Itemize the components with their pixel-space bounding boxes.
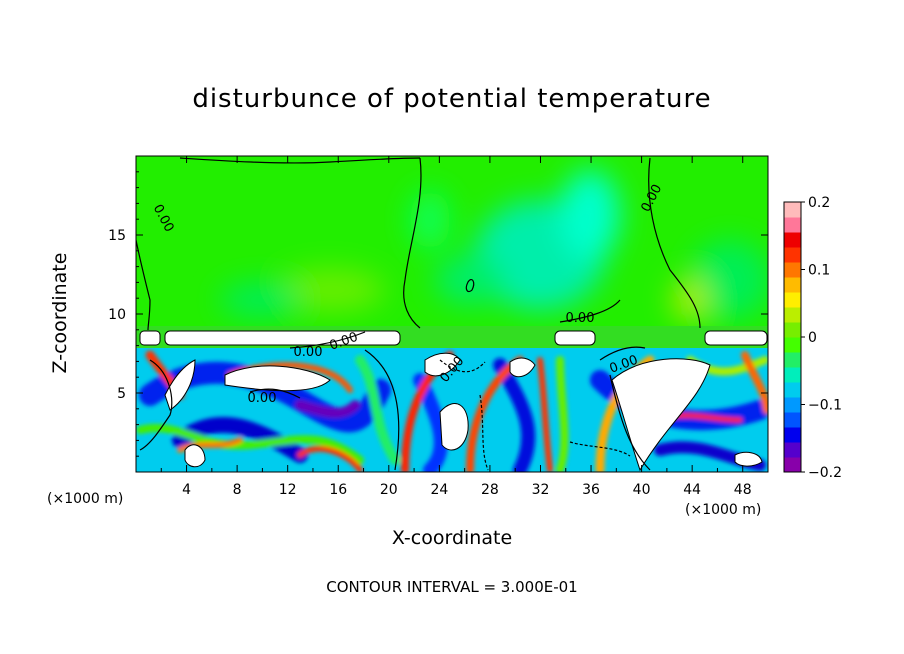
colorbar-swatch: [784, 202, 801, 218]
colorbar-swatch: [784, 247, 801, 263]
chart-title: disturbunce of potential temperature: [192, 84, 712, 114]
x-unit-label: (×1000 m): [685, 502, 762, 518]
x-tick-label: 36: [582, 482, 600, 498]
colorbar-swatch: [784, 277, 801, 293]
y-tick-label: 10: [108, 307, 126, 323]
colorbar-tick-label: 0: [808, 330, 817, 346]
colorbar-swatch: [784, 232, 801, 248]
colorbar-swatch: [784, 307, 801, 323]
colorbar-swatch: [784, 457, 801, 473]
x-axis-label: X-coordinate: [391, 527, 513, 549]
x-tick-label: 16: [329, 482, 347, 498]
colorbar-swatch: [784, 442, 801, 458]
colorbar-tick-label: 0.1: [808, 263, 830, 279]
colorbar-swatch: [784, 382, 801, 398]
x-tick-label: 44: [683, 482, 701, 498]
x-tick-label: 12: [279, 482, 297, 498]
x-tick-label: 4: [182, 482, 191, 498]
colorbar-swatch: [784, 262, 801, 278]
colorbar: 0.2 0.1 0 −0.1 −0.2: [783, 195, 842, 481]
colorbar-swatch: [784, 427, 801, 443]
heatmap-field: [136, 156, 768, 472]
z-unit-label: (×1000 m): [47, 491, 124, 507]
colorbar-swatch: [784, 412, 801, 428]
x-tick-label: 40: [633, 482, 651, 498]
y-tick-label: 15: [108, 228, 126, 244]
contour-lines: [136, 157, 701, 471]
colorbar-swatch: [784, 217, 801, 233]
x-tick-label: 32: [532, 482, 550, 498]
colorbar-tick-label: −0.2: [808, 465, 842, 481]
colorbar-tick-label: 0.2: [808, 195, 830, 211]
x-tick-label: 48: [734, 482, 752, 498]
colorbar-swatch: [784, 292, 801, 308]
colorbar-swatch: [784, 322, 801, 338]
x-tick-label: 20: [380, 482, 398, 498]
contour-label: 0.00: [248, 391, 277, 406]
x-tick-label: 24: [430, 482, 448, 498]
colorbar-swatch: [784, 337, 801, 353]
contour-label: 0.00: [566, 311, 595, 326]
colorbar-tick-label: −0.1: [808, 398, 842, 414]
x-tick-label: 28: [481, 482, 499, 498]
colorbar-swatch: [784, 367, 801, 383]
contour-label-group: 0.000.000.000.000.000.000.000.00: [150, 182, 666, 406]
x-tick-label: 8: [233, 482, 242, 498]
contour-interval-note: CONTOUR INTERVAL = 3.000E-01: [326, 578, 578, 596]
contour-label: 0.00: [294, 345, 323, 360]
y-tick-label: 5: [117, 386, 126, 402]
colorbar-swatch: [784, 352, 801, 368]
colorbar-swatch: [784, 397, 801, 413]
